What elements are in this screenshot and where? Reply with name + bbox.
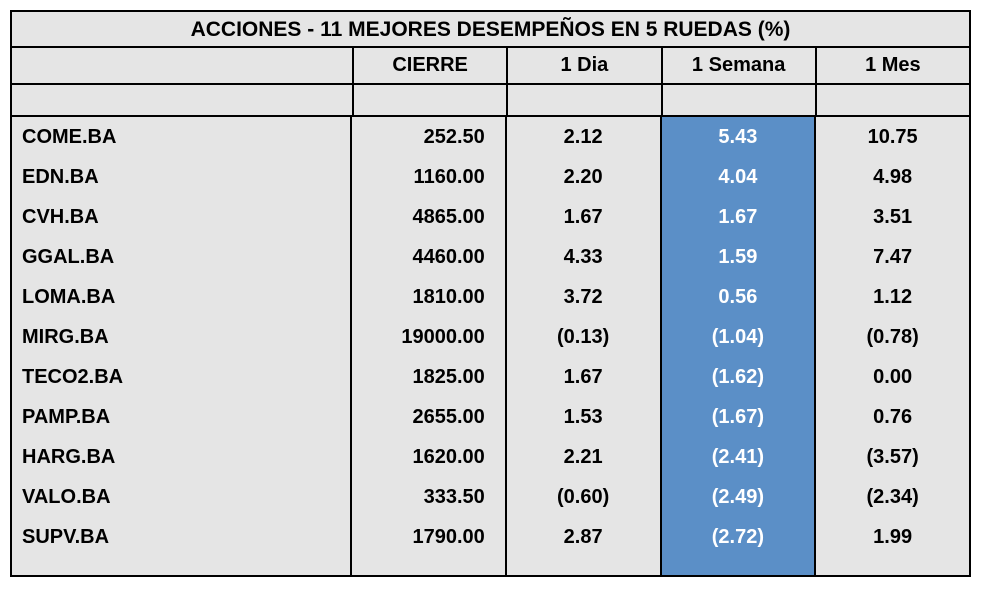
- cell-1mes: (3.57): [816, 437, 969, 477]
- cell-1dia: 2.21: [507, 437, 660, 477]
- header-1semana: 1 Semana: [661, 48, 815, 85]
- cell-1semana: (2.41): [662, 437, 815, 477]
- cell-1dia: 1.53: [507, 397, 660, 437]
- cell-1mes: 0.00: [816, 357, 969, 397]
- cell-cierre: 4865.00: [352, 197, 505, 237]
- table-body: COME.BA EDN.BA CVH.BA GGAL.BA LOMA.BA MI…: [12, 115, 969, 575]
- cell-cierre: 19000.00: [352, 317, 505, 357]
- header-1dia: 1 Dia: [506, 48, 660, 85]
- cell-1semana: (2.49): [662, 477, 815, 517]
- column-cierre: 252.50 1160.00 4865.00 4460.00 1810.00 1…: [352, 117, 505, 575]
- cell-cierre: 252.50: [352, 117, 505, 157]
- cell-cierre: 1620.00: [352, 437, 505, 477]
- cell-1mes: 7.47: [816, 237, 969, 277]
- cell-1dia: 1.67: [507, 357, 660, 397]
- ticker-cell: GGAL.BA: [12, 237, 350, 277]
- cell-1semana: (2.72): [662, 517, 815, 557]
- ticker-cell: MIRG.BA: [12, 317, 350, 357]
- header-cierre: CIERRE: [352, 48, 506, 85]
- spacer-row: [12, 85, 969, 115]
- header-1mes: 1 Mes: [815, 48, 969, 85]
- stock-performance-table: ACCIONES - 11 MEJORES DESEMPEÑOS EN 5 RU…: [10, 10, 971, 577]
- cell-1semana: 1.59: [662, 237, 815, 277]
- cell-1mes: (2.34): [816, 477, 969, 517]
- cell-1dia: 4.33: [507, 237, 660, 277]
- cell-cierre: 1160.00: [352, 157, 505, 197]
- ticker-cell: VALO.BA: [12, 477, 350, 517]
- cell-1dia: (0.13): [507, 317, 660, 357]
- cell-1dia: 2.87: [507, 517, 660, 557]
- cell-1dia: (0.60): [507, 477, 660, 517]
- ticker-cell: COME.BA: [12, 117, 350, 157]
- cell-1semana: 4.04: [662, 157, 815, 197]
- ticker-cell: HARG.BA: [12, 437, 350, 477]
- cell-1mes: 4.98: [816, 157, 969, 197]
- cell-1dia: 1.67: [507, 197, 660, 237]
- table-header-row: CIERRE 1 Dia 1 Semana 1 Mes: [12, 48, 969, 85]
- table-title: ACCIONES - 11 MEJORES DESEMPEÑOS EN 5 RU…: [12, 12, 969, 48]
- cell-cierre: 333.50: [352, 477, 505, 517]
- ticker-cell: EDN.BA: [12, 157, 350, 197]
- column-1mes: 10.75 4.98 3.51 7.47 1.12 (0.78) 0.00 0.…: [814, 117, 969, 575]
- ticker-cell: TECO2.BA: [12, 357, 350, 397]
- cell-cierre: 2655.00: [352, 397, 505, 437]
- column-1semana: 5.43 4.04 1.67 1.59 0.56 (1.04) (1.62) (…: [660, 117, 815, 575]
- ticker-cell: PAMP.BA: [12, 397, 350, 437]
- cell-1mes: 1.12: [816, 277, 969, 317]
- ticker-cell: SUPV.BA: [12, 517, 350, 557]
- cell-cierre: 1810.00: [352, 277, 505, 317]
- cell-1mes: 0.76: [816, 397, 969, 437]
- cell-1semana: 0.56: [662, 277, 815, 317]
- cell-1semana: (1.04): [662, 317, 815, 357]
- cell-1semana: (1.62): [662, 357, 815, 397]
- cell-1mes: 1.99: [816, 517, 969, 557]
- cell-1semana: (1.67): [662, 397, 815, 437]
- cell-1dia: 2.20: [507, 157, 660, 197]
- cell-cierre: 1825.00: [352, 357, 505, 397]
- cell-cierre: 4460.00: [352, 237, 505, 277]
- cell-1mes: 10.75: [816, 117, 969, 157]
- cell-1semana: 5.43: [662, 117, 815, 157]
- ticker-cell: CVH.BA: [12, 197, 350, 237]
- cell-cierre: 1790.00: [352, 517, 505, 557]
- column-1dia: 2.12 2.20 1.67 4.33 3.72 (0.13) 1.67 1.5…: [505, 117, 660, 575]
- ticker-column: COME.BA EDN.BA CVH.BA GGAL.BA LOMA.BA MI…: [12, 117, 352, 575]
- ticker-cell: LOMA.BA: [12, 277, 350, 317]
- header-ticker: [12, 48, 352, 85]
- cell-1semana: 1.67: [662, 197, 815, 237]
- cell-1dia: 3.72: [507, 277, 660, 317]
- cell-1dia: 2.12: [507, 117, 660, 157]
- cell-1mes: 3.51: [816, 197, 969, 237]
- cell-1mes: (0.78): [816, 317, 969, 357]
